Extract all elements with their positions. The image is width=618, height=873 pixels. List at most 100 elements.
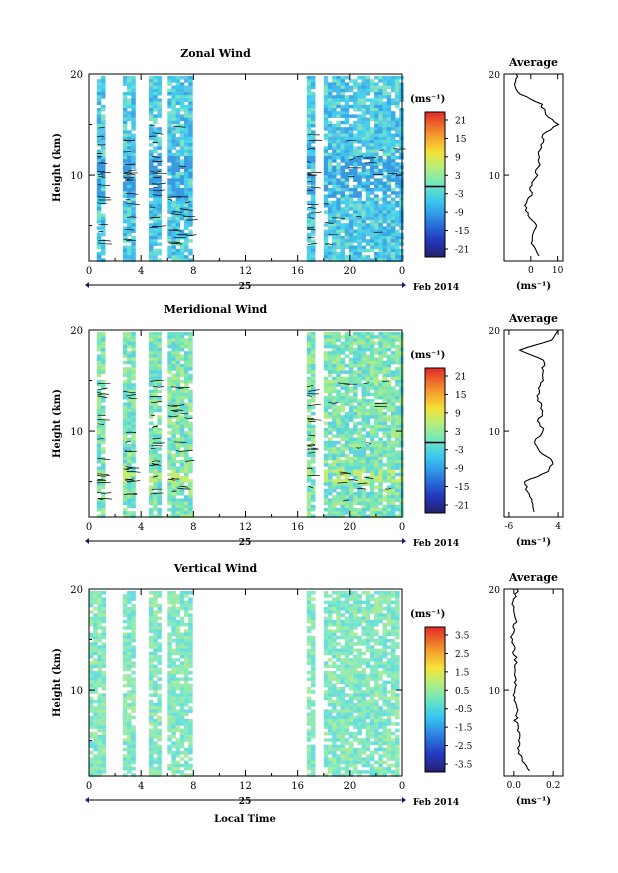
- heatmap-cell: [344, 440, 350, 445]
- heatmap-cell: [311, 348, 316, 352]
- heatmap-cell: [361, 354, 366, 358]
- heatmap-cell: [153, 447, 158, 451]
- heatmap-cell: [167, 479, 172, 483]
- heatmap-cell: [175, 667, 181, 672]
- heatmap-cell: [171, 699, 176, 704]
- heatmap-cell: [365, 479, 371, 483]
- heatmap-cell: [369, 82, 375, 86]
- heatmap-cell: [122, 108, 128, 112]
- heatmap-cell: [344, 101, 350, 106]
- heatmap-cell: [171, 680, 176, 685]
- heatmap-cell: [149, 437, 154, 442]
- heatmap-cell: [131, 613, 136, 617]
- heatmap-cell: [353, 149, 358, 154]
- heatmap-cell: [306, 655, 312, 659]
- heatmap-cell: [96, 108, 102, 112]
- heatmap-cell: [171, 741, 176, 745]
- heatmap-cell: [323, 255, 329, 259]
- contour-line: [356, 155, 364, 158]
- heatmap-cell: [390, 440, 396, 445]
- heatmap-cell: [369, 159, 375, 163]
- heatmap-cell: [344, 424, 350, 429]
- contour-line: [97, 473, 109, 476]
- heatmap-cell: [361, 504, 366, 509]
- heatmap-cell: [96, 252, 102, 256]
- heatmap-cell: [188, 338, 193, 342]
- heatmap-cell: [374, 479, 379, 483]
- heatmap-cell: [378, 111, 383, 115]
- heatmap-cell: [127, 738, 132, 742]
- heatmap-cell: [344, 255, 350, 259]
- heatmap-cell: [323, 760, 329, 765]
- heatmap-cell: [353, 450, 358, 454]
- heatmap-cell: [171, 683, 176, 688]
- heatmap-cell: [336, 731, 341, 736]
- heatmap-cell: [153, 120, 158, 125]
- contour-line: [150, 492, 164, 495]
- heatmap-cell: [395, 229, 400, 234]
- heatmap-cell: [157, 603, 162, 608]
- heatmap-cell: [306, 703, 312, 707]
- heatmap-cell: [374, 412, 379, 416]
- heatmap-cell: [188, 120, 193, 125]
- heatmap-cell: [131, 143, 136, 147]
- heatmap-cell: [149, 741, 154, 745]
- heatmap-cell: [188, 380, 193, 384]
- heatmap-cell: [311, 165, 316, 170]
- heatmap-cell: [171, 232, 176, 237]
- heatmap-cell: [306, 421, 312, 426]
- heatmap-cell: [179, 690, 185, 694]
- heatmap-cell: [167, 738, 172, 742]
- heatmap-cell: [306, 344, 312, 349]
- heatmap-cell: [327, 82, 333, 86]
- heatmap-cell: [386, 120, 392, 125]
- heatmap-cell: [336, 354, 341, 358]
- heatmap-cell: [369, 380, 375, 384]
- heatmap-cell: [332, 508, 337, 512]
- heatmap-cell: [332, 178, 337, 182]
- heatmap-cell: [131, 424, 136, 429]
- heatmap-cell: [153, 191, 158, 195]
- heatmap-cell: [153, 623, 158, 627]
- heatmap-cell: [353, 447, 358, 451]
- heatmap-cell: [179, 619, 185, 624]
- heatmap-cell: [332, 213, 337, 218]
- heatmap-cell: [386, 348, 392, 352]
- heatmap-cell: [131, 597, 136, 601]
- heatmap-cell: [361, 216, 366, 221]
- heatmap-cell: [395, 421, 400, 426]
- heatmap-cell: [167, 623, 172, 627]
- heatmap-cell: [188, 207, 193, 211]
- heatmap-cell: [306, 133, 312, 138]
- heatmap-cell: [127, 252, 132, 256]
- heatmap-cell: [101, 725, 107, 729]
- heatmap-cell: [382, 210, 387, 214]
- heatmap-cell: [327, 370, 333, 374]
- heatmap-cell: [332, 354, 337, 358]
- heatmap-cell: [395, 495, 400, 499]
- heatmap-cell: [179, 332, 185, 336]
- heatmap-cell: [357, 469, 362, 474]
- heatmap-cell: [127, 386, 132, 390]
- heatmap-cell: [179, 252, 185, 256]
- heatmap-cell: [378, 408, 383, 413]
- heatmap-cell: [361, 136, 366, 141]
- heatmap-cell: [131, 239, 136, 243]
- heatmap-cell: [311, 619, 316, 624]
- heatmap-cell: [386, 92, 392, 96]
- heatmap-cell: [374, 504, 379, 509]
- heatmap-cell: [382, 197, 387, 202]
- heatmap-cell: [127, 648, 132, 653]
- heatmap-cell: [395, 485, 400, 490]
- heatmap-cell: [369, 386, 375, 390]
- heatmap-cell: [353, 159, 358, 163]
- heatmap-cell: [184, 738, 189, 742]
- heatmap-cell: [390, 76, 396, 80]
- heatmap-cell: [311, 140, 316, 144]
- heatmap-cell: [357, 405, 362, 410]
- heatmap-cell: [188, 200, 193, 205]
- heatmap-cell: [149, 348, 154, 352]
- heatmap-cell: [93, 744, 98, 749]
- heatmap-cell: [89, 674, 94, 678]
- heatmap-cell: [127, 415, 132, 419]
